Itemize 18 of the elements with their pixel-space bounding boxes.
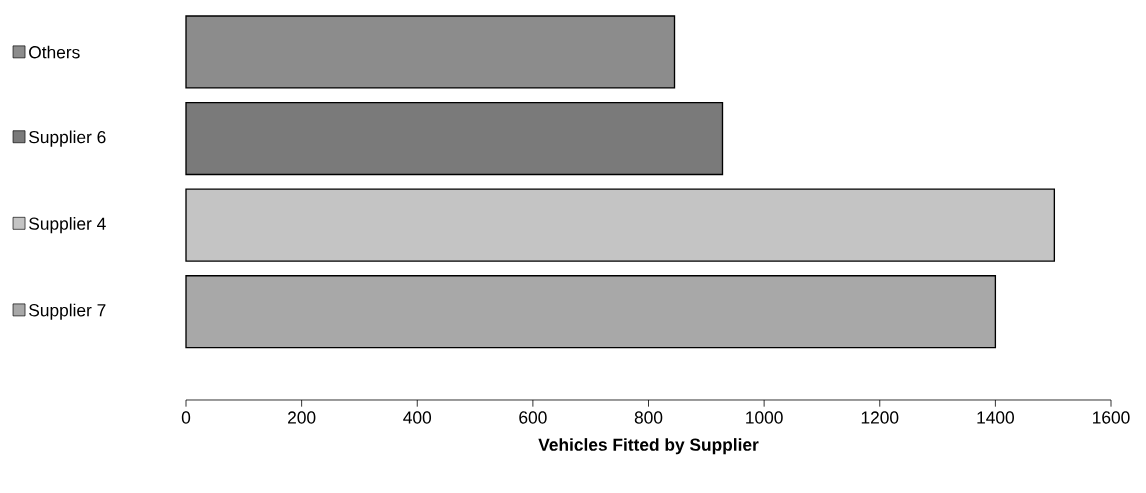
- y-tick-label: Supplier 6: [29, 130, 106, 147]
- x-tick-label: 0: [181, 411, 191, 424]
- x-tick-label: 800: [634, 411, 663, 424]
- bar: [185, 275, 997, 349]
- bar: [185, 15, 676, 89]
- x-tick-label: 1400: [977, 411, 1014, 424]
- y-tick-label: Others: [29, 45, 80, 59]
- x-tick-label: 400: [403, 411, 432, 424]
- x-tick-label: 1000: [746, 411, 783, 424]
- x-axis-title: Vehicles Fitted by Supplier: [538, 438, 759, 455]
- y-tick-label: Supplier 4: [29, 217, 106, 234]
- x-tick-label: 1200: [861, 411, 899, 424]
- bar: [185, 101, 724, 176]
- x-tick-label: 600: [519, 411, 547, 424]
- y-tick-label: Supplier 7: [29, 303, 106, 320]
- bar: [185, 188, 1056, 262]
- x-tick-label: 200: [288, 411, 316, 424]
- x-tick-label: 1600: [1093, 411, 1130, 424]
